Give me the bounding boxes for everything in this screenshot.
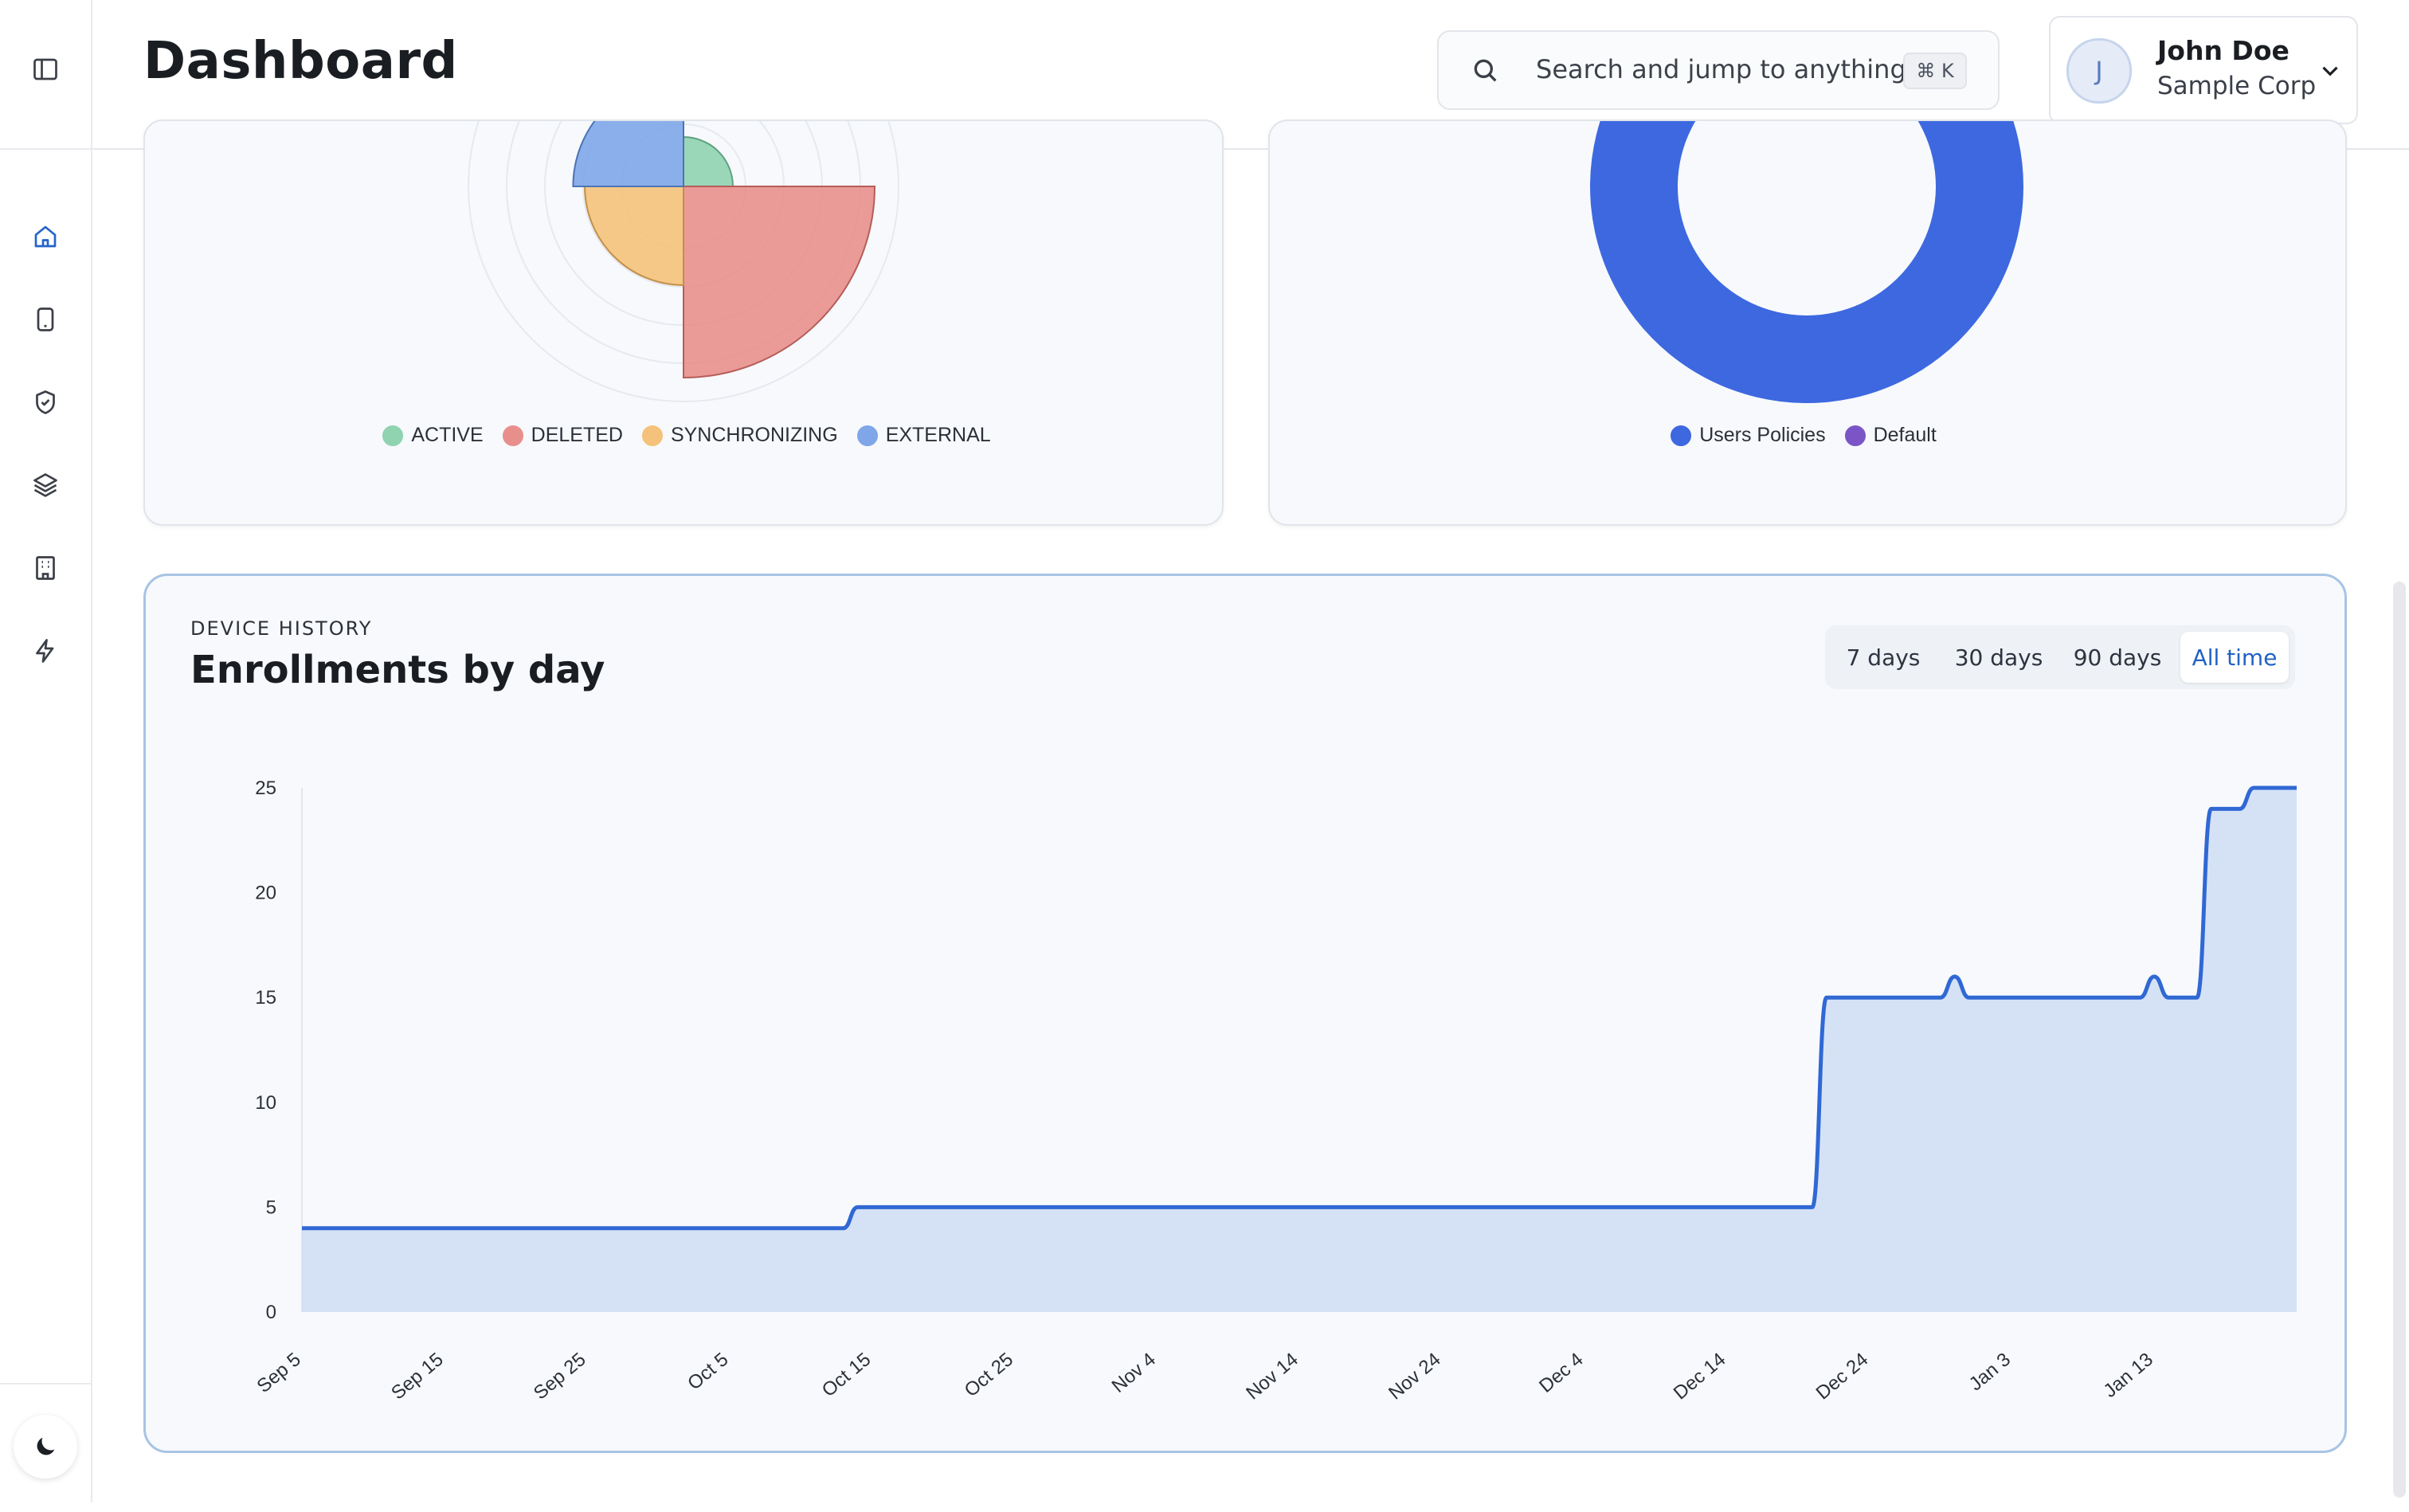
polar-grid-ring bbox=[468, 121, 899, 402]
sidebar-divider bbox=[0, 148, 91, 150]
search-icon bbox=[1474, 59, 1497, 82]
tab-30-days[interactable]: 30 days bbox=[1954, 644, 2043, 671]
search-placeholder: Search and jump to anything... bbox=[1536, 54, 1931, 84]
scrollbar[interactable] bbox=[2393, 582, 2406, 1498]
x-tick-label: Oct 15 bbox=[818, 1349, 875, 1401]
legend-swatch bbox=[1671, 425, 1692, 446]
page-title: Dashboard bbox=[143, 32, 458, 91]
legend-item[interactable]: Default bbox=[1844, 424, 1937, 447]
y-tick-label: 15 bbox=[255, 987, 276, 1009]
polar-slice-deleted bbox=[683, 186, 876, 379]
shield-check-icon[interactable] bbox=[21, 378, 70, 427]
layers-icon[interactable] bbox=[21, 460, 70, 510]
polar-slice-external bbox=[572, 121, 684, 188]
legend-swatch bbox=[856, 425, 878, 446]
home-icon[interactable] bbox=[21, 212, 70, 261]
legend-swatch bbox=[641, 425, 663, 446]
polar-slice-active bbox=[683, 136, 734, 187]
y-tick-label: 0 bbox=[266, 1302, 276, 1323]
enrollments-card: DEVICE HISTORY Enrollments by day 7 days… bbox=[143, 574, 2347, 1453]
legend-label: ACTIVE bbox=[411, 424, 484, 446]
sidebar-toggle-icon[interactable] bbox=[21, 45, 70, 94]
x-tick-label: Sep 15 bbox=[387, 1349, 448, 1404]
legend-label: Users Policies bbox=[1699, 424, 1826, 446]
search-input[interactable]: Search and jump to anything... ⌘ K bbox=[1437, 30, 2000, 110]
x-tick-label: Dec 4 bbox=[1535, 1349, 1587, 1397]
y-tick-label: 20 bbox=[255, 883, 276, 904]
legend-swatch bbox=[1844, 425, 1866, 446]
policy-card: Users Policies Default bbox=[1268, 119, 2347, 526]
x-tick-label: Oct 5 bbox=[684, 1349, 732, 1395]
y-tick-label: 10 bbox=[255, 1092, 276, 1114]
device-icon[interactable] bbox=[21, 295, 70, 344]
legend-item[interactable]: SYNCHRONIZING bbox=[641, 424, 838, 447]
tab-7-days[interactable]: 7 days bbox=[1846, 644, 1921, 671]
device-status-card: ACTIVE DELETED SYNCHRONIZING EXTERNAL bbox=[143, 119, 1224, 526]
section-label: DEVICE HISTORY bbox=[190, 617, 373, 640]
tab-all-time[interactable]: All time bbox=[2180, 632, 2289, 683]
x-tick-label: Jan 3 bbox=[1965, 1349, 2015, 1395]
x-tick-label: Oct 25 bbox=[961, 1349, 1018, 1401]
x-tick-label: Dec 24 bbox=[1812, 1349, 1873, 1404]
legend-item[interactable]: Users Policies bbox=[1671, 424, 1826, 447]
tab-90-days[interactable]: 90 days bbox=[2073, 644, 2162, 671]
policy-legend: Users Policies Default bbox=[1588, 424, 2019, 447]
legend-item[interactable]: ACTIVE bbox=[382, 424, 484, 447]
sidebar-bottom-divider bbox=[0, 1383, 91, 1385]
area-fill bbox=[302, 788, 2297, 1312]
legend-label: SYNCHRONIZING bbox=[670, 424, 838, 446]
x-tick-label: Jan 13 bbox=[2099, 1349, 2157, 1402]
polar-slice-synchronizing bbox=[584, 186, 684, 286]
legend-swatch bbox=[382, 425, 404, 446]
y-tick-label: 5 bbox=[266, 1197, 276, 1218]
chevron-down-icon[interactable] bbox=[2317, 57, 2344, 84]
avatar: J bbox=[2066, 38, 2132, 104]
enrollments-area-chart: 0 5 10 15 20 25 Sep 5 Sep 15 Sep 25 Oct 5 Oct 15 Oc… bbox=[253, 778, 2297, 1404]
user-organization: Sample Corp bbox=[2157, 72, 2317, 100]
x-tick-label: Dec 14 bbox=[1670, 1349, 1730, 1404]
legend-item[interactable]: DELETED bbox=[502, 424, 623, 447]
x-tick-label: Sep 25 bbox=[530, 1349, 590, 1404]
legend-label: Default bbox=[1873, 424, 1937, 446]
x-tick-label: Nov 24 bbox=[1385, 1349, 1445, 1404]
legend-label: DELETED bbox=[531, 424, 623, 446]
doughnut-chart bbox=[1590, 121, 2023, 403]
sidebar bbox=[0, 0, 92, 1502]
series-line bbox=[302, 785, 2297, 1231]
user-name: John Doe bbox=[2157, 35, 2290, 66]
lightning-icon[interactable] bbox=[21, 626, 70, 676]
legend-label: EXTERNAL bbox=[885, 424, 991, 446]
status-legend: ACTIVE DELETED SYNCHRONIZING EXTERNAL bbox=[382, 424, 991, 447]
user-menu[interactable]: J John Doe Sample Corp bbox=[2049, 16, 2358, 124]
range-tabs: 7 days 30 days 90 days All time bbox=[1825, 625, 2295, 689]
x-tick-label: Sep 5 bbox=[253, 1349, 304, 1397]
section-title: Enrollments by day bbox=[190, 648, 605, 692]
legend-item[interactable]: EXTERNAL bbox=[856, 424, 991, 447]
y-tick-label: 25 bbox=[255, 778, 276, 799]
x-tick-label: Nov 4 bbox=[1108, 1349, 1160, 1397]
keyboard-shortcut-badge: ⌘ K bbox=[1903, 53, 1967, 89]
legend-swatch bbox=[502, 425, 523, 446]
x-tick-label: Nov 14 bbox=[1242, 1349, 1302, 1404]
building-icon[interactable] bbox=[21, 543, 70, 593]
moon-icon[interactable] bbox=[14, 1415, 77, 1479]
donut-slice-users-policies bbox=[1590, 121, 2023, 403]
polar-area-chart bbox=[468, 121, 899, 402]
